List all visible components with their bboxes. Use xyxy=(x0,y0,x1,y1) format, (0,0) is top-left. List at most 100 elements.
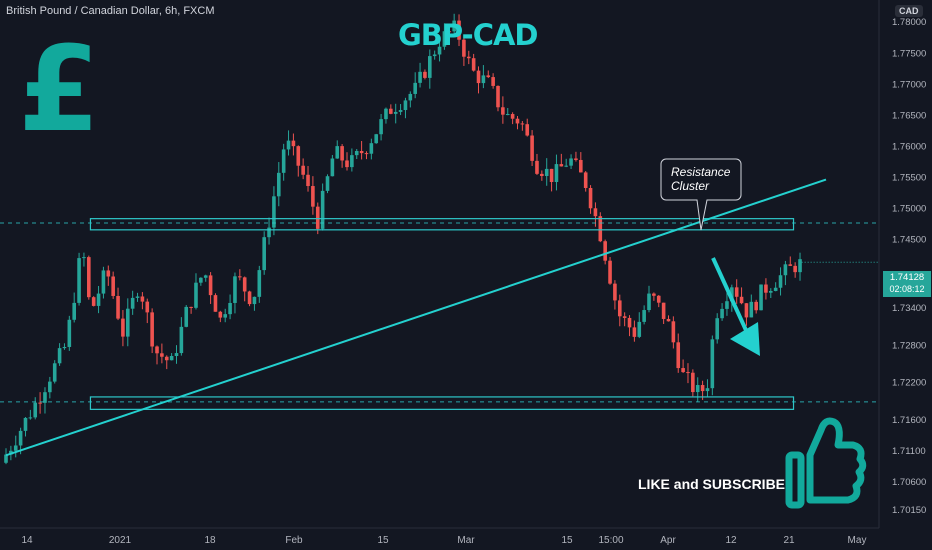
candle-body xyxy=(710,339,715,389)
price-tick-label: 1.70600 xyxy=(892,477,926,488)
candle-body xyxy=(52,363,57,382)
candle-body xyxy=(447,31,452,33)
candle-body xyxy=(199,277,203,283)
candle-body xyxy=(111,276,115,296)
time-tick-label: 21 xyxy=(783,535,795,546)
candle-body xyxy=(330,158,335,177)
candle-body xyxy=(486,75,491,78)
candle-body xyxy=(48,381,52,393)
candle-body xyxy=(617,300,622,317)
candle-body xyxy=(544,168,549,177)
candle-body xyxy=(652,293,656,296)
time-tick-label: 15 xyxy=(377,535,389,546)
candle-body xyxy=(471,58,476,71)
overlays-layer xyxy=(0,178,879,457)
candle-body xyxy=(408,93,413,101)
thumbs-up-icon xyxy=(785,417,867,509)
candle-body xyxy=(121,318,125,337)
time-tick-label: 14 xyxy=(21,535,33,546)
candle-body xyxy=(389,108,393,114)
candle-body xyxy=(462,39,466,57)
candle-body xyxy=(82,257,86,259)
candle-body xyxy=(4,454,8,463)
candle-body xyxy=(413,82,417,94)
candle-body xyxy=(228,302,232,315)
candle-body xyxy=(384,108,388,120)
candle-body xyxy=(510,114,515,119)
candle-body xyxy=(242,277,247,292)
candle-body xyxy=(525,124,530,136)
candle-body xyxy=(208,275,213,296)
candle-body xyxy=(125,308,130,337)
price-tick-label: 1.70150 xyxy=(892,505,926,516)
candle-body xyxy=(252,296,257,305)
candle-body xyxy=(783,264,788,276)
price-tick-label: 1.74500 xyxy=(892,235,926,246)
candle-body xyxy=(281,149,286,173)
candle-body xyxy=(72,302,76,320)
candle-body xyxy=(554,164,559,182)
candle-body xyxy=(520,123,525,125)
trendline xyxy=(5,178,827,457)
price-tick-label: 1.71100 xyxy=(892,446,926,457)
candle-body xyxy=(491,77,495,86)
candle-body xyxy=(223,314,228,318)
candle-body xyxy=(535,160,539,174)
candle-body xyxy=(686,372,690,374)
candle-body xyxy=(778,275,783,288)
time-tick-label: 12 xyxy=(725,535,737,546)
time-tick-label: 2021 xyxy=(109,535,132,546)
candle-body xyxy=(768,290,773,293)
candle-body xyxy=(798,259,802,273)
price-tick-label: 1.77000 xyxy=(892,79,926,90)
last-price-tag-bg xyxy=(883,271,931,297)
price-tick-label: 1.71600 xyxy=(892,415,926,426)
candle-body xyxy=(598,216,603,242)
candle-body xyxy=(540,173,544,177)
time-tick-label: May xyxy=(848,535,867,546)
candle-body xyxy=(335,146,340,159)
time-axis: 14 2021 18 Feb 15 Mar 15 15:00 Apr 12 21 May xyxy=(21,535,866,546)
candle-body xyxy=(754,301,758,311)
time-tick-label: Feb xyxy=(285,535,303,546)
candle-body xyxy=(666,318,671,322)
candle-body xyxy=(788,264,793,266)
candle-body xyxy=(730,287,734,302)
candle-body xyxy=(505,114,510,116)
callout-bubble xyxy=(660,158,742,231)
candle-body xyxy=(96,293,101,306)
resistance-zone xyxy=(89,218,795,231)
candles-layer xyxy=(4,13,802,465)
price-tick-label: 1.72200 xyxy=(892,378,926,389)
candle-body xyxy=(593,208,598,217)
candle-body xyxy=(301,165,305,175)
candle-body xyxy=(749,301,754,318)
candle-body xyxy=(306,174,310,187)
price-tick-label: 1.77500 xyxy=(892,48,926,59)
candle-body xyxy=(515,118,520,124)
candle-body xyxy=(374,134,379,144)
candle-body xyxy=(203,275,208,278)
candle-body xyxy=(101,270,106,294)
candle-body xyxy=(466,56,471,59)
down-arrow-shaft xyxy=(711,257,752,340)
candle-body xyxy=(325,176,330,191)
candle-body xyxy=(354,151,359,156)
candle-body xyxy=(311,186,315,207)
pound-sign-icon: £ xyxy=(18,20,101,158)
candle-body xyxy=(793,265,797,273)
candle-body xyxy=(418,71,422,83)
candle-body xyxy=(457,20,461,40)
candle-body xyxy=(549,168,554,182)
candle-body xyxy=(681,368,685,373)
candle-body xyxy=(77,258,81,303)
price-tick-label: 1.78000 xyxy=(892,17,926,28)
candle-body xyxy=(632,327,637,337)
candle-body xyxy=(642,310,646,322)
candle-body xyxy=(676,342,681,369)
candle-body xyxy=(637,321,642,337)
candle-body xyxy=(608,260,612,284)
currency-badge[interactable]: CAD xyxy=(895,5,923,17)
candle-body xyxy=(452,20,456,32)
